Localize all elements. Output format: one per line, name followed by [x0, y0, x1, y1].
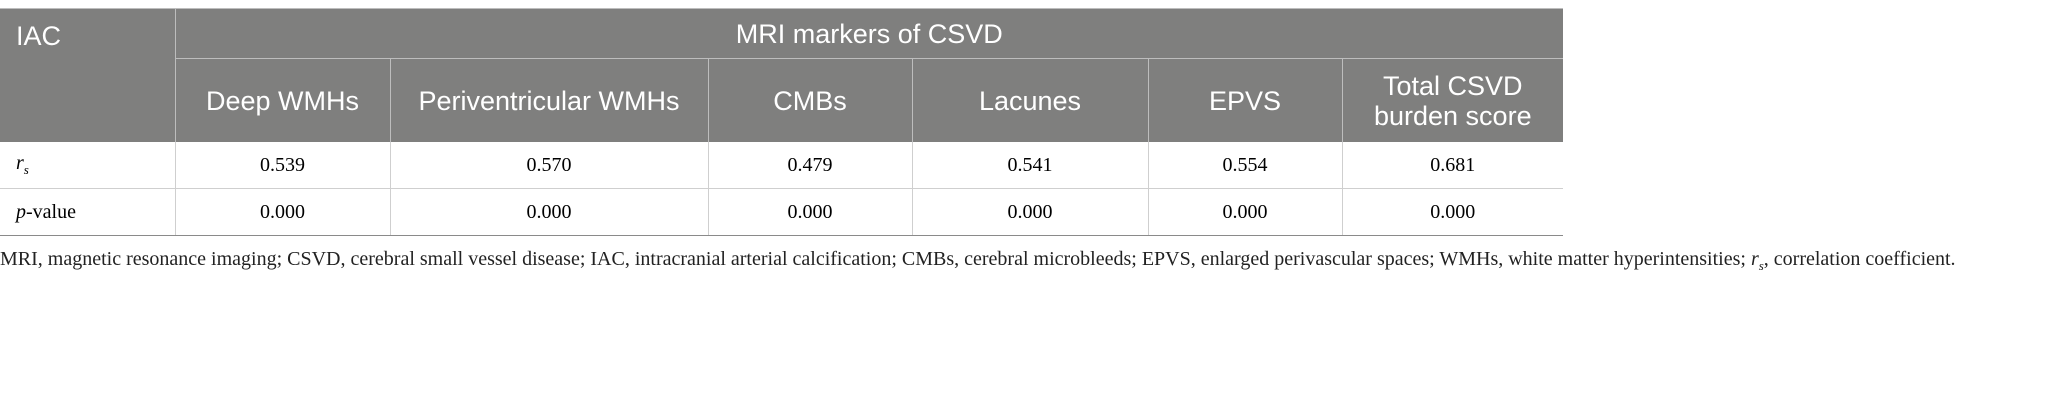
cell: 0.554 — [1147, 142, 1342, 189]
row-label: rs — [0, 142, 175, 189]
column-header: Total CSVD burden score — [1341, 58, 1564, 142]
footnote: MRI, magnetic resonance imaging; CSVD, c… — [0, 244, 2062, 281]
cell: 0.539 — [174, 142, 390, 189]
group-header: MRI markers of CSVD — [174, 8, 1564, 59]
footnote-symbol: r — [1750, 248, 1759, 270]
footnote-subscript: s — [1758, 258, 1764, 273]
cell: 0.570 — [389, 142, 708, 189]
table-row: p-value 0.000 0.000 0.000 0.000 0.000 0.000 — [0, 188, 1564, 236]
cell: 0.000 — [707, 188, 912, 236]
cell: 0.000 — [911, 188, 1148, 236]
column-header: Lacunes — [911, 58, 1148, 142]
footnote-text: , correlation coefficient. — [1763, 248, 1956, 270]
column-header: EPVS — [1147, 58, 1342, 142]
cell: 0.000 — [1147, 188, 1342, 236]
cell: 0.000 — [174, 188, 390, 236]
column-header: CMBs — [707, 58, 912, 142]
cell: 0.541 — [911, 142, 1148, 189]
row-label-symbol: p — [16, 200, 26, 223]
row-label: p-value — [0, 188, 175, 236]
footnote-text: MRI, magnetic resonance imaging; CSVD, c… — [0, 248, 1751, 270]
header-row: Deep WMHs Periventricular WMHs CMBs Lacunes… — [0, 58, 1564, 142]
table-row: rs 0.539 0.570 0.479 0.541 0.554 0.681 — [0, 142, 1564, 189]
row-label-text: -value — [26, 200, 76, 223]
corner-header: IAC — [0, 8, 175, 142]
cell: 0.000 — [1341, 188, 1564, 236]
row-label-subscript: s — [23, 162, 29, 177]
column-header: Periventricular WMHs — [389, 58, 708, 142]
column-header: Deep WMHs — [174, 58, 390, 142]
table: IAC MRI markers of CSVD Deep WMHs Periven… — [0, 8, 1564, 236]
row-label-symbol: rs — [16, 152, 29, 177]
cell: 0.681 — [1341, 142, 1564, 189]
cell: 0.000 — [389, 188, 708, 236]
header-row: IAC MRI markers of CSVD — [0, 8, 1564, 142]
table-body: rs 0.539 0.570 0.479 0.541 0.554 0.681 p-value 0… — [0, 142, 1564, 236]
cell: 0.479 — [707, 142, 912, 189]
